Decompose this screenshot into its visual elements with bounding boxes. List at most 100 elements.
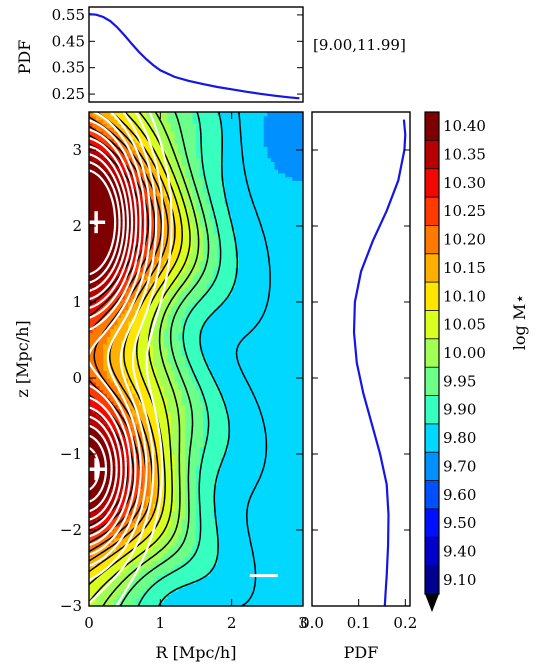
field-cell (210, 386, 214, 390)
field-cell (196, 287, 200, 291)
field-cell (217, 401, 221, 405)
field-cell (182, 557, 186, 561)
field-cell (185, 344, 189, 348)
field-cell (189, 283, 193, 287)
field-cell (214, 579, 218, 583)
field-cell (210, 450, 214, 454)
field-cell (214, 127, 218, 131)
field-cell (196, 264, 200, 268)
field-cell (175, 454, 179, 458)
field-cell (185, 439, 189, 443)
field-cell (203, 519, 207, 523)
field-cell (203, 469, 207, 473)
field-cell (203, 557, 207, 561)
field-cell (185, 332, 189, 336)
field-cell (214, 245, 218, 249)
field-cell (221, 481, 225, 485)
field-cell (196, 598, 200, 602)
field-cell (175, 583, 179, 587)
field-cell (175, 503, 179, 507)
field-cell (167, 545, 171, 549)
field-cell (182, 488, 186, 492)
field-cell (192, 393, 196, 397)
field-cell (207, 583, 211, 587)
field-cell (175, 355, 179, 359)
field-cell (171, 336, 175, 340)
field-cell (110, 382, 114, 386)
field-cell (210, 336, 214, 340)
field-cell (210, 268, 214, 272)
field-cell (189, 374, 193, 378)
field-cell (164, 382, 168, 386)
field-cell (214, 348, 218, 352)
field-cell (200, 405, 204, 409)
field-cell (135, 321, 139, 325)
field-cell (153, 389, 157, 393)
field-cell (171, 545, 175, 549)
field-cell (203, 579, 207, 583)
field-cell (203, 348, 207, 352)
field-cell (203, 351, 207, 355)
field-cell (221, 446, 225, 450)
field-cell (196, 150, 200, 154)
field-cell (175, 579, 179, 583)
field-cell (160, 332, 164, 336)
field-cell (175, 538, 179, 542)
field-cell (221, 226, 225, 230)
field-cell (103, 367, 107, 371)
field-cell (225, 549, 229, 553)
field-cell (118, 564, 122, 568)
field-cell (225, 503, 229, 507)
field-cell (182, 393, 186, 397)
field-cell (139, 412, 143, 416)
field-cell (210, 439, 214, 443)
field-cell (189, 302, 193, 306)
field-cell (221, 321, 225, 325)
field-cell (178, 557, 182, 561)
field-cell (157, 545, 161, 549)
field-cell (175, 572, 179, 576)
field-cell (175, 500, 179, 504)
field-cell (221, 522, 225, 526)
field-cell (150, 310, 154, 314)
field-cell (192, 503, 196, 507)
field-cell (160, 382, 164, 386)
field-cell (171, 306, 175, 310)
field-cell (178, 291, 182, 295)
field-cell (210, 382, 214, 386)
field-cell (160, 374, 164, 378)
field-cell (221, 272, 225, 276)
field-cell (192, 496, 196, 500)
field-cell (185, 408, 189, 412)
field-cell (221, 313, 225, 317)
field-cell (207, 389, 211, 393)
field-cell (214, 237, 218, 241)
field-cell (214, 329, 218, 333)
field-cell (153, 355, 157, 359)
field-cell (210, 241, 214, 245)
field-cell (160, 116, 164, 120)
field-cell (96, 253, 100, 257)
field-cell (196, 173, 200, 177)
field-cell (210, 161, 214, 165)
field-cell (196, 294, 200, 298)
field-cell (146, 397, 150, 401)
field-cell (210, 142, 214, 146)
field-cell (185, 199, 189, 203)
field-cell (217, 519, 221, 523)
field-cell (207, 507, 211, 511)
field-cell (96, 199, 100, 203)
field-cell (182, 272, 186, 276)
field-cell (157, 583, 161, 587)
field-cell (171, 420, 175, 424)
field-cell (210, 572, 214, 576)
field-cell (185, 329, 189, 333)
field-cell (175, 557, 179, 561)
field-cell (221, 576, 225, 580)
field-cell (164, 180, 168, 184)
field-cell (203, 496, 207, 500)
field-cell (221, 519, 225, 523)
field-cell (114, 595, 118, 599)
field-cell (210, 340, 214, 344)
